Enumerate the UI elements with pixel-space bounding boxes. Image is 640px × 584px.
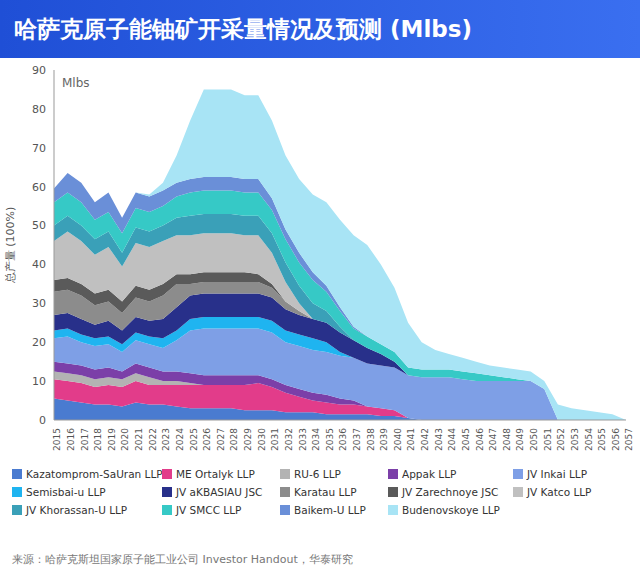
svg-text:2049: 2049 xyxy=(515,428,525,451)
html-text:JV aKBASIAU JSC: JV aKBASIAU JSC xyxy=(176,486,263,498)
svg-text:2027: 2027 xyxy=(216,428,226,451)
svg-text:2047: 2047 xyxy=(488,428,498,451)
svg-text:2038: 2038 xyxy=(366,428,376,451)
svg-text:2045: 2045 xyxy=(461,428,471,451)
svg-text:2039: 2039 xyxy=(379,428,389,451)
svg-text:2043: 2043 xyxy=(434,428,444,451)
svg-text:2032: 2032 xyxy=(284,428,294,451)
html-text:Appak LLP: Appak LLP xyxy=(402,468,457,480)
svg-text:2019: 2019 xyxy=(107,428,117,451)
svg-text:2034: 2034 xyxy=(311,428,321,451)
svg-text:2029: 2029 xyxy=(243,428,253,451)
html-text:Karatau LLP: Karatau LLP xyxy=(294,486,357,498)
svg-text:10: 10 xyxy=(32,375,46,388)
html-text:来源：哈萨克斯坦国家原子能工业公司 Investor Han: 来源：哈萨克斯坦国家原子能工业公司 Investor Handout，华泰研究 xyxy=(12,553,353,566)
html-text:Mlbs: Mlbs xyxy=(62,76,90,90)
html-text:哈萨克原子能铀矿开采量情况及预测 (Mlbs): 哈萨克原子能铀矿开采量情况及预测 (Mlbs) xyxy=(14,16,472,42)
svg-text:2053: 2053 xyxy=(570,428,580,451)
svg-text:2052: 2052 xyxy=(556,428,566,451)
svg-text:2035: 2035 xyxy=(325,428,335,451)
svg-text:50: 50 xyxy=(32,219,46,232)
svg-text:2051: 2051 xyxy=(543,428,553,451)
svg-text:2022: 2022 xyxy=(148,428,158,451)
html-text:Baikem-U LLP: Baikem-U LLP xyxy=(294,504,366,516)
svg-text:2026: 2026 xyxy=(202,428,212,451)
html-text:ME Ortalyk LLP: ME Ortalyk LLP xyxy=(176,468,255,480)
svg-text:2054: 2054 xyxy=(584,428,594,451)
svg-text:2055: 2055 xyxy=(597,428,607,451)
html-text:JV SMCC LLP: JV SMCC LLP xyxy=(176,504,242,516)
html-text:Kazatomprom-SaUran LLP: Kazatomprom-SaUran LLP xyxy=(26,468,163,480)
html-text:Budenovskoye LLP: Budenovskoye LLP xyxy=(402,504,500,516)
svg-text:30: 30 xyxy=(32,297,46,310)
svg-text:2033: 2033 xyxy=(298,428,308,451)
html-text:RU-6 LLP: RU-6 LLP xyxy=(294,468,341,480)
svg-text:2048: 2048 xyxy=(502,428,512,451)
svg-text:2028: 2028 xyxy=(229,428,239,451)
svg-text:2041: 2041 xyxy=(406,428,416,451)
svg-text:2057: 2057 xyxy=(624,428,632,451)
svg-text:2037: 2037 xyxy=(352,428,362,451)
svg-text:70: 70 xyxy=(32,142,46,155)
svg-text:2016: 2016 xyxy=(66,428,76,451)
html-text:JV Inkai LLP: JV Inkai LLP xyxy=(527,468,587,480)
svg-text:总产量 (100%): 总产量 (100%) xyxy=(8,207,17,285)
html-text:Semisbai-u LLP: Semisbai-u LLP xyxy=(26,486,106,498)
html-text:JV Zarechnoye JSC: JV Zarechnoye JSC xyxy=(402,486,499,498)
svg-text:2025: 2025 xyxy=(189,428,199,451)
svg-text:2023: 2023 xyxy=(161,428,171,451)
svg-text:2031: 2031 xyxy=(270,428,280,451)
svg-text:2050: 2050 xyxy=(529,428,539,451)
svg-text:2036: 2036 xyxy=(338,428,348,451)
svg-text:2017: 2017 xyxy=(80,428,90,451)
svg-text:2015: 2015 xyxy=(52,428,62,451)
svg-text:2024: 2024 xyxy=(175,428,185,451)
svg-text:2030: 2030 xyxy=(257,428,267,451)
svg-text:90: 90 xyxy=(32,64,46,77)
svg-text:20: 20 xyxy=(32,336,46,349)
svg-text:2040: 2040 xyxy=(393,428,403,451)
svg-text:0: 0 xyxy=(39,414,46,427)
html-text:JV Khorassan-U LLP: JV Khorassan-U LLP xyxy=(26,504,128,516)
svg-text:60: 60 xyxy=(32,181,46,194)
svg-text:2020: 2020 xyxy=(120,428,130,451)
svg-text:2044: 2044 xyxy=(447,428,457,451)
svg-text:2018: 2018 xyxy=(93,428,103,451)
svg-text:2056: 2056 xyxy=(611,428,621,451)
svg-text:2042: 2042 xyxy=(420,428,430,451)
svg-text:40: 40 xyxy=(32,258,46,271)
svg-text:2021: 2021 xyxy=(134,428,144,451)
svg-text:80: 80 xyxy=(32,103,46,116)
html-text:JV Katco LLP: JV Katco LLP xyxy=(527,486,592,498)
svg-text:2046: 2046 xyxy=(475,428,485,451)
